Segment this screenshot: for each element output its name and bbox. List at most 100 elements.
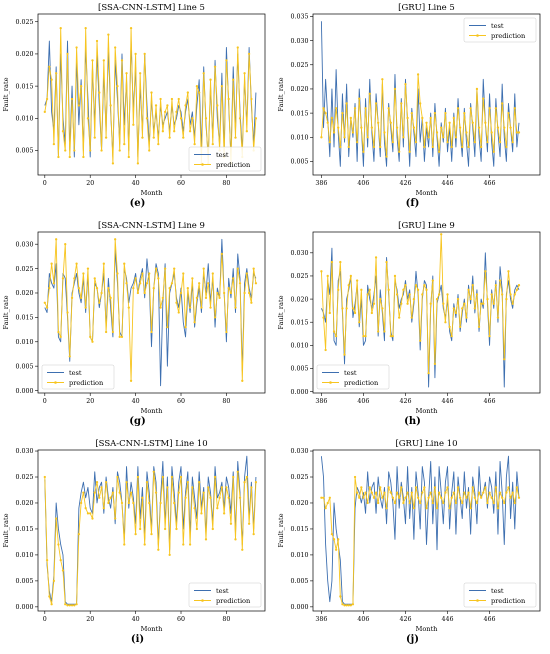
y-tick-label: 0.035 <box>290 14 308 21</box>
prediction-point <box>339 260 342 264</box>
prediction-point <box>444 321 447 324</box>
prediction-point <box>461 501 464 505</box>
chart-svg: [GRU] Line 9 386 406 426 446 466 0.000 0.005 0.0… <box>277 221 541 415</box>
series-line-test <box>44 455 257 605</box>
prediction-point <box>395 491 399 494</box>
prediction-point <box>232 475 235 479</box>
prediction-point <box>209 78 212 81</box>
prediction-point <box>498 140 502 144</box>
prediction-point <box>148 501 151 505</box>
prediction-point <box>442 302 445 305</box>
prediction-point <box>486 501 489 505</box>
prediction-point <box>186 481 189 484</box>
prediction-point <box>195 296 199 300</box>
prediction-point <box>505 491 508 494</box>
prediction-point <box>419 501 422 505</box>
prediction-point <box>389 121 392 124</box>
prediction-point <box>218 296 221 300</box>
prediction-point <box>50 78 53 81</box>
legend-label: prediction <box>216 597 251 605</box>
prediction-point <box>320 136 323 139</box>
prediction-point <box>109 496 112 499</box>
legend: test prediction <box>188 582 262 608</box>
prediction-point <box>143 52 146 56</box>
prediction-point <box>75 46 78 49</box>
y-tick-label: 0.025 <box>15 474 33 481</box>
chart-panel-g: [SSA-CNN-LSTM] Line 9 0 20 40 60 80 0.000 0.005… <box>0 218 275 436</box>
prediction-point <box>435 297 439 301</box>
prediction-point <box>89 335 92 339</box>
prediction-point <box>364 491 367 494</box>
prediction-point <box>82 272 85 275</box>
prediction-point <box>408 150 411 153</box>
prediction-point <box>404 82 407 86</box>
chart-title: [SSA-CNN-LSTM] Line 10 <box>95 439 207 449</box>
prediction-point <box>238 496 242 499</box>
prediction-point <box>220 252 224 256</box>
prediction-point <box>241 379 244 382</box>
prediction-point <box>358 97 361 100</box>
prediction-point <box>341 603 344 606</box>
prediction-point <box>364 107 367 110</box>
prediction-point <box>391 140 395 144</box>
prediction-point <box>328 311 331 315</box>
prediction-point <box>351 307 355 310</box>
prediction-point <box>469 107 472 110</box>
y-tick-label: 0.010 <box>290 134 308 141</box>
prediction-point <box>148 149 151 152</box>
prediction-point <box>509 293 512 296</box>
prediction-point <box>77 532 81 536</box>
prediction-point <box>43 475 46 479</box>
prediction-point <box>517 496 521 499</box>
prediction-point <box>467 288 470 291</box>
prediction-point <box>480 302 483 305</box>
y-tick-label: 0.010 <box>15 552 33 559</box>
x-tick-label: 426 <box>399 180 411 187</box>
prediction-point <box>456 297 460 301</box>
prediction-point <box>322 316 325 319</box>
prediction-point <box>410 491 413 494</box>
prediction-point <box>385 155 388 158</box>
prediction-point <box>252 532 255 536</box>
prediction-point <box>166 104 169 107</box>
prediction-point <box>116 272 119 275</box>
prediction-point <box>511 302 514 305</box>
legend-label: test <box>216 151 229 159</box>
prediction-point <box>209 496 212 499</box>
plot-frame <box>312 13 541 176</box>
x-tick-label: 386 <box>315 398 327 405</box>
prediction-point <box>218 496 221 499</box>
legend-label: test <box>491 22 504 30</box>
prediction-point <box>473 140 476 144</box>
prediction-point <box>43 301 46 304</box>
chart-title: [SSA-CNN-LSTM] Line 9 <box>98 221 205 231</box>
prediction-point <box>452 116 455 120</box>
prediction-point <box>362 496 365 499</box>
prediction-point <box>104 330 108 334</box>
prediction-point <box>159 306 162 309</box>
prediction-point <box>125 481 128 484</box>
prediction-point <box>429 302 432 305</box>
prediction-point <box>111 330 115 334</box>
prediction-point <box>220 84 224 88</box>
prediction-point <box>334 107 338 110</box>
prediction-point <box>437 150 441 153</box>
prediction-point <box>157 548 160 551</box>
prediction-point <box>207 282 210 285</box>
prediction-point <box>480 496 483 499</box>
prediction-point <box>456 486 460 489</box>
prediction-point <box>157 277 160 280</box>
prediction-point <box>320 270 323 273</box>
prediction-point <box>387 486 390 489</box>
x-tick-label: 80 <box>222 398 230 405</box>
prediction-point <box>198 481 201 484</box>
prediction-point <box>129 491 133 494</box>
y-tick-label: 0.020 <box>15 500 33 507</box>
prediction-point <box>82 491 85 494</box>
x-tick-label: 20 <box>86 398 94 405</box>
prediction-point <box>191 277 194 280</box>
prediction-point <box>345 307 348 310</box>
prediction-point <box>482 491 485 494</box>
prediction-point <box>191 486 194 489</box>
chart-panel-h: [GRU] Line 9 386 406 426 446 466 0.000 0.005 0.0… <box>275 218 550 436</box>
